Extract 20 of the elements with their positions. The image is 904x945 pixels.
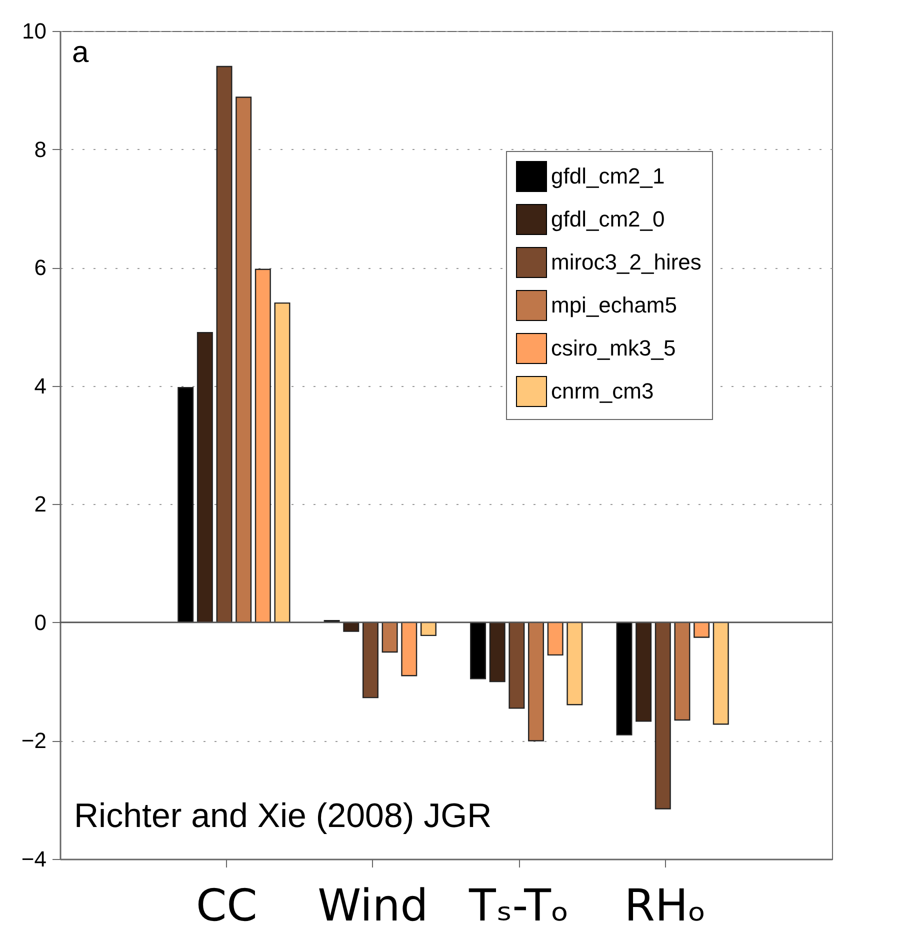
legend-label: gfdl_cm2_1 bbox=[551, 164, 665, 188]
legend-label: cnrm_cm3 bbox=[551, 378, 654, 404]
y-tick-label: 10 bbox=[22, 18, 46, 44]
x-tick-label: RHₒ bbox=[624, 880, 706, 932]
y-tick-label: 0 bbox=[34, 610, 46, 635]
legend-label: miroc3_2_hires bbox=[551, 250, 702, 274]
x-tick-label: CC bbox=[196, 880, 258, 932]
legend-label: mpi_echam5 bbox=[551, 292, 677, 318]
y-tick-label: −4 bbox=[21, 846, 46, 872]
annotation: Richter and Xie (2008) JGR bbox=[74, 797, 492, 835]
legend-label: csiro_mk3_5 bbox=[551, 336, 676, 360]
legend-label: gfdl_cm2_0 bbox=[551, 206, 665, 232]
annotation: a bbox=[72, 36, 89, 69]
y-tick-label: 8 bbox=[34, 136, 46, 162]
x-tick-label: Tₛ-Tₒ bbox=[468, 880, 570, 932]
y-tick-label: −2 bbox=[21, 728, 46, 754]
y-tick-label: 4 bbox=[34, 373, 46, 398]
y-tick-label: 2 bbox=[34, 492, 46, 517]
x-tick-label: Wind bbox=[318, 880, 428, 932]
y-tick-label: 6 bbox=[34, 255, 46, 280]
